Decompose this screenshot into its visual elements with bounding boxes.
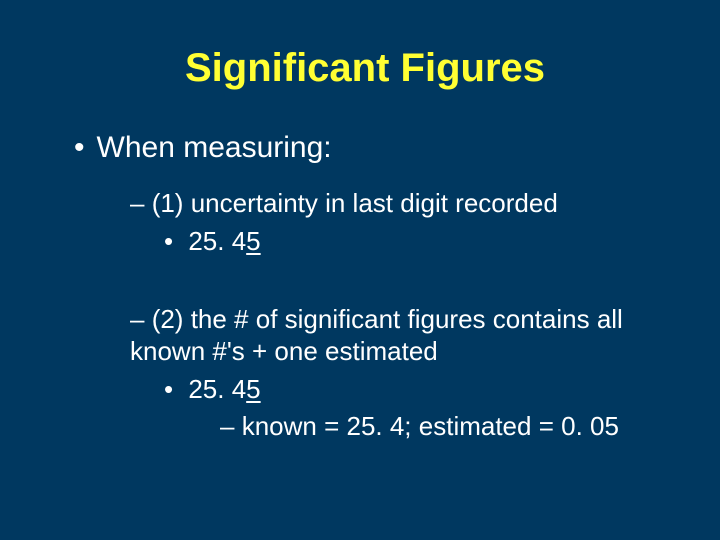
example-2-value: 25. 4 [188, 374, 246, 404]
point-1: – (1) uncertainty in last digit recorded [70, 187, 660, 220]
example-1-lastdigit: 5 [246, 226, 260, 256]
example-2: 25. 45 [70, 374, 660, 405]
point-2-text: (2) the # of significant figures contain… [130, 304, 623, 367]
known-estimated: – known = 25. 4; estimated = 0. 05 [70, 411, 660, 442]
point-2: – (2) the # of significant figures conta… [70, 303, 660, 368]
slide: Significant Figures When measuring: – (1… [0, 0, 720, 540]
dash-icon: – [220, 411, 234, 441]
dash-icon: – [130, 303, 144, 336]
point-1-text: (1) uncertainty in last digit recorded [144, 188, 557, 218]
example-1-value: 25. 4 [188, 226, 246, 256]
example-2-lastdigit: 5 [246, 374, 260, 404]
slide-title: Significant Figures [70, 46, 660, 91]
known-estimated-text: known = 25. 4; estimated = 0. 05 [234, 411, 618, 441]
spacer [70, 263, 660, 303]
dash-icon: – [130, 187, 144, 220]
example-1: 25. 45 [70, 226, 660, 257]
bullet-level1: When measuring: [70, 131, 660, 165]
